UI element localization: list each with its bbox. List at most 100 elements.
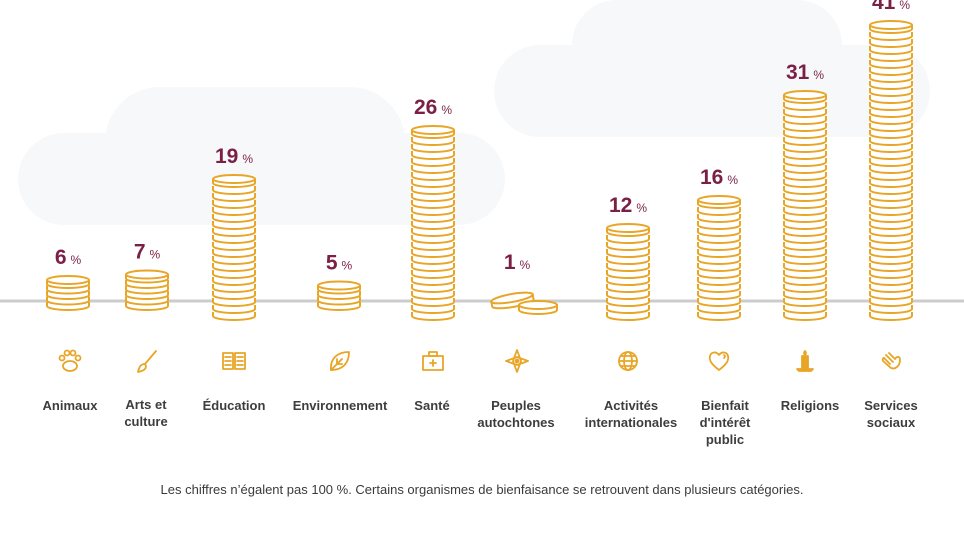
category-label-line: Santé <box>414 398 450 413</box>
coin <box>869 186 913 195</box>
coin <box>869 298 913 307</box>
value-suffix: % <box>71 253 82 267</box>
coin-stack <box>212 174 256 321</box>
coin <box>697 235 741 244</box>
coin <box>869 263 913 272</box>
coin-top <box>411 125 455 135</box>
category-label: Services sociaux <box>836 397 946 431</box>
coin-stacks <box>46 20 913 321</box>
coin <box>869 312 913 321</box>
coin <box>606 263 650 272</box>
category-label-line: d'intérêt <box>699 415 751 430</box>
paw-icon <box>55 346 85 376</box>
coin <box>869 130 913 139</box>
coin-top <box>606 223 650 233</box>
value-number: 16 <box>700 166 723 189</box>
value-label: 12% <box>609 194 647 217</box>
coin <box>869 305 913 314</box>
coin <box>869 256 913 265</box>
coin <box>411 151 455 160</box>
coin <box>518 300 558 315</box>
coin <box>411 137 455 146</box>
coin <box>869 102 913 111</box>
category-label-line: Animaux <box>42 398 98 413</box>
coin <box>606 291 650 300</box>
coin <box>212 256 256 265</box>
coin <box>212 221 256 230</box>
coin <box>783 312 827 321</box>
coin <box>411 193 455 202</box>
coin <box>212 242 256 251</box>
coin <box>869 291 913 300</box>
coin <box>606 284 650 293</box>
coin <box>212 207 256 216</box>
category-label: Animaux <box>15 397 125 414</box>
coin <box>212 235 256 244</box>
value-suffix: % <box>727 173 738 187</box>
coin-stack <box>697 195 741 321</box>
coin-stack <box>490 291 558 315</box>
coin <box>606 270 650 279</box>
coin <box>783 291 827 300</box>
coin <box>697 214 741 223</box>
coin <box>783 172 827 181</box>
coin <box>212 186 256 195</box>
coin <box>869 214 913 223</box>
category-label-line: Activités <box>603 398 659 413</box>
coin <box>869 165 913 174</box>
value-label: 31% <box>786 61 824 84</box>
value-number: 31 <box>786 61 810 84</box>
coin <box>783 235 827 244</box>
coin <box>869 228 913 237</box>
paintbrush-icon <box>132 346 162 376</box>
value-number: 26 <box>414 96 437 119</box>
value-labels: 6% 7 %19 %5 %26 %1 %12 %16 %31 %41% <box>55 0 911 275</box>
coin <box>869 74 913 83</box>
coin <box>411 214 455 223</box>
coin <box>783 165 827 174</box>
coin-top <box>212 174 256 184</box>
coin <box>212 249 256 258</box>
coin-top <box>783 90 827 100</box>
category-label-line: internationales <box>584 415 678 430</box>
coin <box>212 200 256 209</box>
category-label-line: Religions <box>780 398 840 413</box>
coin <box>783 137 827 146</box>
coin <box>212 270 256 279</box>
coin <box>783 277 827 286</box>
coin <box>411 277 455 286</box>
coin <box>697 228 741 237</box>
coin <box>411 263 455 272</box>
coin <box>411 235 455 244</box>
value-number: 41 <box>872 0 896 14</box>
value-label: 41% <box>872 0 910 14</box>
coin <box>869 158 913 167</box>
coin <box>411 165 455 174</box>
coin-stack <box>869 20 913 321</box>
globe-icon <box>613 346 643 376</box>
value-label: 6% <box>55 246 82 269</box>
coin <box>606 235 650 244</box>
value-number: 5 <box>326 252 338 275</box>
candle-icon <box>790 346 820 376</box>
coin <box>411 249 455 258</box>
coin <box>606 249 650 258</box>
value-number: 1 <box>504 251 516 274</box>
coin <box>411 207 455 216</box>
coin <box>411 291 455 300</box>
coin <box>411 312 455 321</box>
coin <box>869 95 913 104</box>
coin <box>411 158 455 167</box>
value-label: 26% <box>414 96 452 119</box>
coin <box>783 179 827 188</box>
coin <box>869 39 913 48</box>
coin <box>490 291 535 310</box>
value-label: 7% <box>134 241 161 264</box>
coin <box>869 137 913 146</box>
coin <box>411 172 455 181</box>
coin <box>783 130 827 139</box>
category-label-line: Environnement <box>292 398 388 413</box>
coin <box>606 277 650 286</box>
coin <box>783 144 827 153</box>
coin <box>783 123 827 132</box>
